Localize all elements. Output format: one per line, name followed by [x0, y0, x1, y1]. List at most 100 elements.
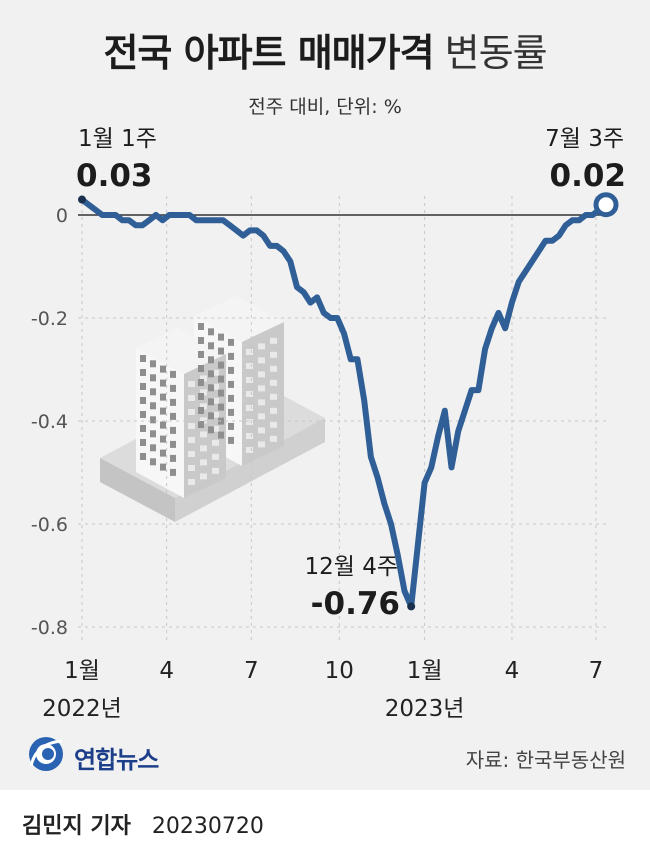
building-window: [208, 412, 214, 420]
building-window: [170, 370, 176, 378]
building-window: [150, 444, 156, 452]
building-window: [246, 433, 253, 439]
x-tick-label: 10: [325, 658, 354, 684]
building-window: [170, 426, 176, 434]
min-annotation-value: -0.76: [311, 586, 400, 622]
year-label: 2023년: [385, 696, 465, 722]
building-window: [140, 369, 146, 376]
building-window: [198, 323, 204, 330]
building-window: [258, 357, 265, 364]
building-window: [218, 375, 224, 383]
chart-title: 전국 아파트 매매가격 변동률: [0, 22, 650, 77]
building-window: [246, 363, 253, 369]
building-window: [246, 349, 253, 355]
building-window: [160, 365, 166, 373]
series-line: [79, 196, 609, 610]
building-window: [212, 453, 219, 460]
building-window: [150, 374, 156, 382]
building-window: [208, 398, 214, 406]
min-annotation-label: 12월 4주: [304, 554, 398, 580]
building-window: [212, 411, 219, 418]
building-window: [270, 421, 277, 428]
building-window: [258, 413, 265, 420]
title-bold: 전국 아파트 매매가격: [103, 31, 434, 75]
y-tick-label: -0.8: [31, 617, 68, 639]
building-window: [270, 365, 277, 372]
start-annotation-label: 1월 1주: [78, 126, 157, 152]
publish-date: 20230720: [151, 814, 264, 839]
building-window: [140, 439, 146, 446]
line-chart: 0 -0.2 -0.4 -0.6 -0.8 1월 4 7 10 1월 4 7 2022년 2023년 1…: [31, 126, 627, 722]
building-window: [258, 385, 265, 392]
y-tick-label: -0.6: [31, 514, 68, 536]
building-window: [160, 407, 166, 415]
building-window: [170, 454, 176, 462]
building-window: [188, 409, 195, 415]
building-window: [270, 337, 277, 344]
yonhap-logo: [29, 737, 63, 771]
building-window: [246, 391, 253, 397]
building-window: [160, 393, 166, 401]
building-window: [150, 458, 156, 466]
building-window: [198, 337, 204, 344]
building-window: [150, 416, 156, 424]
y-tick-label: -0.2: [31, 308, 68, 330]
building-window: [200, 375, 207, 382]
building-window: [208, 426, 214, 434]
building-window: [140, 355, 146, 362]
building-window: [170, 468, 176, 476]
building-window: [188, 479, 195, 485]
building-window: [212, 369, 219, 376]
year-label: 2022년: [42, 696, 122, 722]
building-window: [200, 431, 207, 438]
building-window: [218, 403, 224, 411]
building-window: [188, 423, 195, 429]
x-tick-label: 1월: [407, 658, 443, 684]
y-tick-label: 0: [56, 205, 68, 227]
building-window: [160, 463, 166, 471]
building-window: [160, 449, 166, 457]
reporter-name: 김민지 기자: [22, 814, 131, 839]
end-point-marker: [593, 192, 619, 218]
x-tick-label: 7: [589, 658, 604, 684]
building-window: [200, 459, 207, 466]
apartment-building-illustration: [100, 296, 325, 522]
building-window: [200, 473, 207, 480]
building-window: [150, 360, 156, 368]
building-window: [218, 389, 224, 397]
building-window: [228, 366, 234, 374]
building-window: [228, 436, 234, 444]
building-window: [218, 333, 224, 341]
building-window: [198, 393, 204, 400]
building-window: [228, 380, 234, 388]
building-window: [212, 425, 219, 432]
min-point-marker: [407, 602, 416, 611]
building-window: [258, 371, 265, 378]
building-window: [198, 407, 204, 414]
x-tick-label: 4: [159, 658, 174, 684]
byline: 김민지 기자 20230720: [22, 808, 264, 840]
building-window: [150, 402, 156, 410]
building-window: [160, 421, 166, 429]
building-window: [246, 377, 253, 383]
building-window: [208, 328, 214, 336]
building-window: [228, 394, 234, 402]
building-window: [212, 383, 219, 390]
building-window: [188, 465, 195, 471]
x-tick-label: 4: [505, 658, 520, 684]
building-window: [198, 351, 204, 358]
end-annotation-label: 7월 3주: [545, 126, 624, 152]
data-source: 자료: 한국부동산원: [465, 748, 626, 772]
end-annotation-value: 0.02: [550, 158, 627, 194]
building-window: [270, 393, 277, 400]
building-window: [228, 408, 234, 416]
x-tick-label: 1월: [64, 658, 100, 684]
building-window: [140, 425, 146, 432]
building-window: [160, 435, 166, 443]
building-window: [228, 352, 234, 360]
start-annotation-value: 0.03: [76, 158, 153, 194]
building-window: [270, 379, 277, 386]
building-window: [170, 384, 176, 392]
agency-name: 연합뉴스: [74, 746, 159, 774]
building-window: [270, 407, 277, 414]
